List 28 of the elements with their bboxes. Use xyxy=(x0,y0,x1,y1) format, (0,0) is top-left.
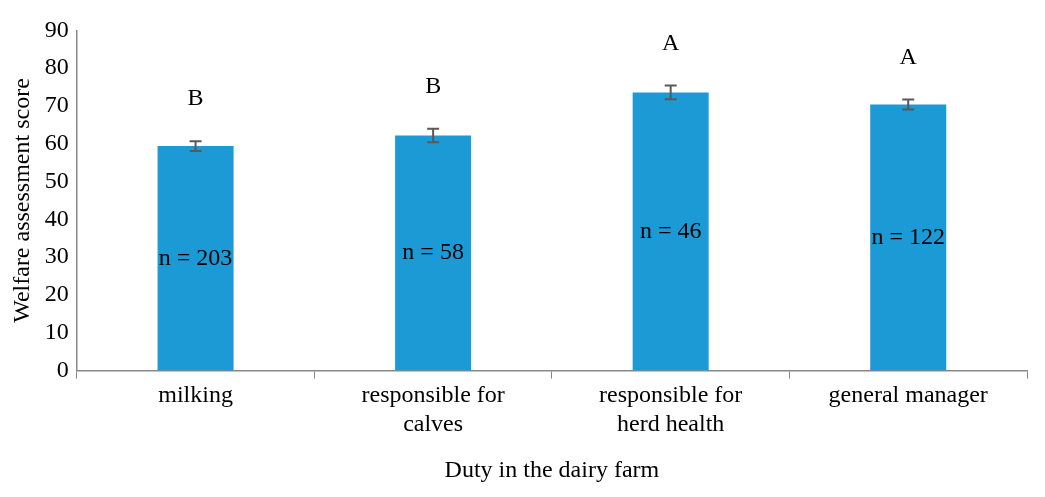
y-axis-title: Welfare assessment score xyxy=(7,78,34,323)
y-tick-label: 80 xyxy=(44,53,69,80)
annotation: n = 203 xyxy=(158,243,233,270)
bar xyxy=(157,146,234,371)
bar xyxy=(870,104,947,371)
annotation: B xyxy=(425,71,442,98)
annotation: n = 122 xyxy=(871,222,945,249)
x-tick-label: milking xyxy=(158,381,233,408)
x-tick-label: responsible for calves xyxy=(361,381,505,437)
x-tick-label: responsible for herd health xyxy=(599,381,743,437)
y-tick-label: 30 xyxy=(44,242,69,269)
y-tick-label: 20 xyxy=(44,280,69,307)
y-tick-label: 0 xyxy=(56,355,69,382)
y-tick-label: 60 xyxy=(44,129,69,156)
y-tick-label: 90 xyxy=(44,15,69,42)
y-tick-label: 50 xyxy=(44,166,69,193)
annotation: n = 46 xyxy=(639,216,702,243)
y-tick-label: 40 xyxy=(44,204,69,231)
bar xyxy=(632,92,709,371)
bar xyxy=(395,135,472,371)
annotation: A xyxy=(662,28,680,55)
annotation: B xyxy=(187,84,204,111)
x-axis-title: Duty in the dairy farm xyxy=(444,455,660,482)
x-tick-label: general manager xyxy=(828,381,988,408)
y-tick-label: 10 xyxy=(44,318,69,345)
annotation: n = 58 xyxy=(402,238,464,265)
y-tick-label: 70 xyxy=(44,91,69,118)
annotation: A xyxy=(899,42,918,69)
